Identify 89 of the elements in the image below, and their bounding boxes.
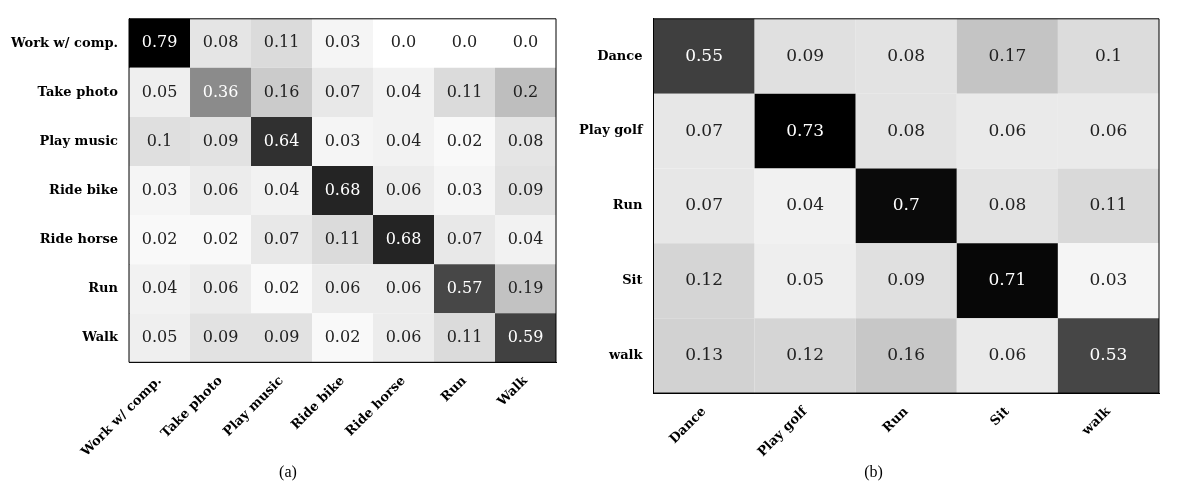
y-tick-label: Work w/ comp. <box>10 34 119 50</box>
data-label: 0.16 <box>887 344 926 365</box>
y-tick-label: Ride bike <box>49 181 119 197</box>
data-label: 0.02 <box>446 130 483 150</box>
data-label: 0.09 <box>202 326 239 346</box>
data-label: 0.03 <box>324 130 361 150</box>
y-tick-label: Run <box>612 197 644 213</box>
y-tick-label: walk <box>607 347 644 363</box>
data-label: 0.0 <box>451 32 478 52</box>
data-label: 0.06 <box>988 344 1027 365</box>
data-label: 0.07 <box>446 228 483 248</box>
data-label: 0.03 <box>446 179 483 199</box>
data-label: 0.79 <box>141 32 178 52</box>
data-label: 0.11 <box>324 228 361 248</box>
data-label: 0.11 <box>1089 194 1128 215</box>
data-label: 0.71 <box>988 269 1027 290</box>
data-label: 0.09 <box>202 130 239 150</box>
data-label: 0.09 <box>263 326 300 346</box>
data-label: 0.16 <box>263 81 300 101</box>
data-label: 0.06 <box>988 119 1027 140</box>
data-label: 0.06 <box>385 277 422 297</box>
data-label: 0.04 <box>786 194 825 215</box>
data-label: 0.04 <box>141 277 178 297</box>
data-label: 0.03 <box>141 179 178 199</box>
data-label: 0.08 <box>202 32 239 52</box>
y-tick-label: Play golf <box>578 122 644 138</box>
data-label: 0.1 <box>146 130 173 150</box>
text: (a) <box>278 463 298 481</box>
data-label: 0.04 <box>507 228 544 248</box>
data-label: 0.02 <box>324 326 361 346</box>
data-label: 0.11 <box>263 32 300 52</box>
data-label: 0.02 <box>141 228 178 248</box>
data-label: 0.2 <box>512 81 539 101</box>
data-label: 0.05 <box>141 81 178 101</box>
data-label: 0.12 <box>685 269 723 290</box>
data-label: 0.06 <box>1089 119 1128 140</box>
y-tick-label: Dance <box>597 47 643 63</box>
data-label: 0.06 <box>385 179 422 199</box>
data-label: 0.19 <box>507 277 544 297</box>
data-label: 0.05 <box>141 326 178 346</box>
y-tick-label: Walk <box>81 329 119 345</box>
data-label: 0.08 <box>887 119 926 140</box>
data-label: 0.09 <box>507 179 544 199</box>
data-label: 0.02 <box>263 277 300 297</box>
data-label: 0.73 <box>786 119 825 140</box>
data-label: 0.06 <box>202 179 239 199</box>
data-label: 0.11 <box>446 81 483 101</box>
data-label: 0.08 <box>887 44 926 65</box>
data-label: 0.09 <box>786 44 825 65</box>
data-label: 0.06 <box>385 326 422 346</box>
text: (b) <box>863 463 884 481</box>
data-label: 0.0 <box>390 32 417 52</box>
data-label: 0.08 <box>988 194 1027 215</box>
y-tick-label: Sit <box>622 272 643 288</box>
data-label: 0.55 <box>685 44 723 65</box>
y-tick-label: Run <box>88 280 119 296</box>
data-label: 0.07 <box>685 194 723 215</box>
data-label: 0.13 <box>685 344 723 365</box>
data-label: 0.07 <box>263 228 300 248</box>
data-label: 0.03 <box>1089 269 1128 290</box>
data-label: 0.04 <box>385 81 422 101</box>
data-label: 0.59 <box>507 326 544 346</box>
y-tick-label: Ride horse <box>39 231 119 246</box>
data-label: 0.02 <box>202 228 239 248</box>
data-label: 0.12 <box>786 344 825 365</box>
data-label: 0.08 <box>507 130 544 150</box>
data-label: 0.64 <box>263 130 300 150</box>
data-label: 0.17 <box>988 44 1027 65</box>
data-label: 0.36 <box>202 81 239 101</box>
data-label: 0.07 <box>324 81 361 101</box>
data-label: 0.1 <box>1094 44 1122 65</box>
data-label: 0.05 <box>786 269 825 290</box>
data-label: 0.7 <box>892 194 920 215</box>
data-label: 0.53 <box>1089 344 1128 365</box>
data-label: 0.0 <box>512 32 539 52</box>
data-label: 0.07 <box>685 119 723 140</box>
data-label: 0.68 <box>385 228 422 248</box>
data-label: 0.68 <box>324 179 361 199</box>
x-tick-label: Sit <box>986 403 1012 429</box>
data-label: 0.06 <box>324 277 361 297</box>
data-label: 0.11 <box>446 326 483 346</box>
data-label: 0.06 <box>202 277 239 297</box>
data-label: 0.04 <box>263 179 300 199</box>
y-tick-label: Take photo <box>37 83 119 99</box>
data-label: 0.57 <box>446 277 483 297</box>
data-label: 0.04 <box>385 130 422 150</box>
data-label: 0.03 <box>324 32 361 52</box>
y-tick-label: Play music <box>39 132 119 148</box>
data-label: 0.09 <box>887 269 926 290</box>
